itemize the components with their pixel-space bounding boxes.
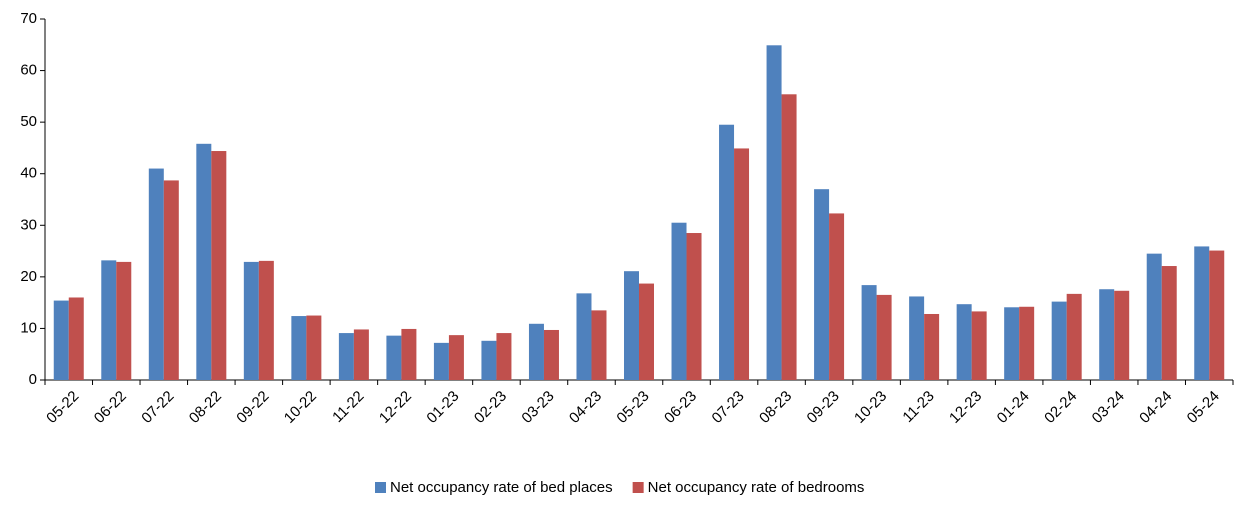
y-tick-label: 30 <box>20 216 37 233</box>
x-tick-label: 12-23 <box>946 388 985 427</box>
x-tick-label: 07-23 <box>709 388 748 427</box>
bar <box>291 316 307 380</box>
bar <box>734 148 750 380</box>
x-tick-label: 01-24 <box>994 388 1033 427</box>
x-tick-label: 08-23 <box>756 388 795 427</box>
legend-swatch <box>375 482 386 493</box>
bar <box>766 45 782 381</box>
y-tick-label: 70 <box>20 10 37 27</box>
y-tick-label: 20 <box>20 268 37 285</box>
x-tick-label: 05-23 <box>613 388 652 427</box>
bar <box>448 335 464 380</box>
y-tick-label: 50 <box>20 113 37 130</box>
bar <box>1019 306 1035 380</box>
bar <box>101 260 117 380</box>
bar <box>814 189 830 380</box>
bar <box>1146 253 1162 380</box>
bar <box>433 342 449 380</box>
x-tick-label: 07-22 <box>138 388 177 427</box>
bar <box>196 143 212 380</box>
bar <box>971 311 987 380</box>
bar <box>591 310 607 380</box>
x-tick-label: 10-23 <box>851 388 890 427</box>
bar <box>1114 290 1130 380</box>
bar <box>671 222 687 380</box>
bar <box>353 329 369 380</box>
bar <box>401 328 417 380</box>
bar <box>211 151 227 380</box>
bar <box>781 94 797 381</box>
x-tick-label: 11-22 <box>329 388 367 426</box>
bar <box>338 333 354 380</box>
x-tick-label: 09-22 <box>233 388 272 427</box>
x-tick-label: 03-23 <box>518 388 557 427</box>
x-tick-label: 05-22 <box>43 388 82 427</box>
bar <box>386 335 402 380</box>
y-tick-label: 0 <box>29 371 37 388</box>
bar <box>624 271 639 380</box>
x-tick-label: 04-23 <box>566 388 605 427</box>
bar <box>829 213 845 380</box>
bar <box>116 261 132 380</box>
bar <box>956 304 972 380</box>
bar <box>719 124 735 380</box>
bar <box>1099 289 1115 380</box>
bar <box>496 333 512 380</box>
x-tick-label: 06-23 <box>661 388 700 427</box>
x-tick-label: 02-23 <box>471 388 510 427</box>
bar <box>639 283 654 380</box>
y-tick-label: 10 <box>20 319 37 336</box>
legend-label: Net occupancy rate of bed places <box>390 479 613 496</box>
bar <box>876 294 892 380</box>
bar <box>481 340 497 380</box>
y-tick-label: 60 <box>20 62 37 79</box>
bar <box>68 297 84 380</box>
x-tick-label: 03-24 <box>1089 388 1128 427</box>
bar <box>53 300 69 380</box>
bar <box>163 180 179 380</box>
x-tick-label: 09-23 <box>804 388 843 427</box>
bar <box>243 261 259 380</box>
bar <box>924 313 940 380</box>
x-tick-label: 02-24 <box>1041 388 1080 427</box>
bar <box>1004 307 1020 380</box>
x-tick-label: 11-23 <box>899 388 937 426</box>
x-tick-label: 04-24 <box>1136 388 1175 427</box>
x-tick-label: 06-22 <box>91 388 130 427</box>
bar <box>1066 293 1082 380</box>
bar <box>148 168 164 380</box>
bar <box>1051 301 1067 380</box>
x-tick-label: 05-24 <box>1184 388 1223 427</box>
bar <box>258 260 274 380</box>
bar <box>543 329 559 380</box>
bar <box>909 296 925 380</box>
bar <box>1161 266 1177 380</box>
x-tick-label: 08-22 <box>186 388 225 427</box>
bar <box>686 233 702 380</box>
bar <box>1194 246 1210 380</box>
y-tick-label: 40 <box>20 165 37 182</box>
legend-swatch <box>632 482 644 493</box>
legend-label: Net occupancy rate of bedrooms <box>648 479 865 496</box>
bar <box>306 315 322 380</box>
x-tick-label: 10-22 <box>281 388 320 427</box>
x-tick-label: 12-22 <box>376 388 415 427</box>
x-tick-label: 01-23 <box>423 388 462 427</box>
bar <box>1209 250 1225 380</box>
bar <box>861 285 877 380</box>
bar <box>528 323 544 380</box>
bar <box>576 293 592 380</box>
